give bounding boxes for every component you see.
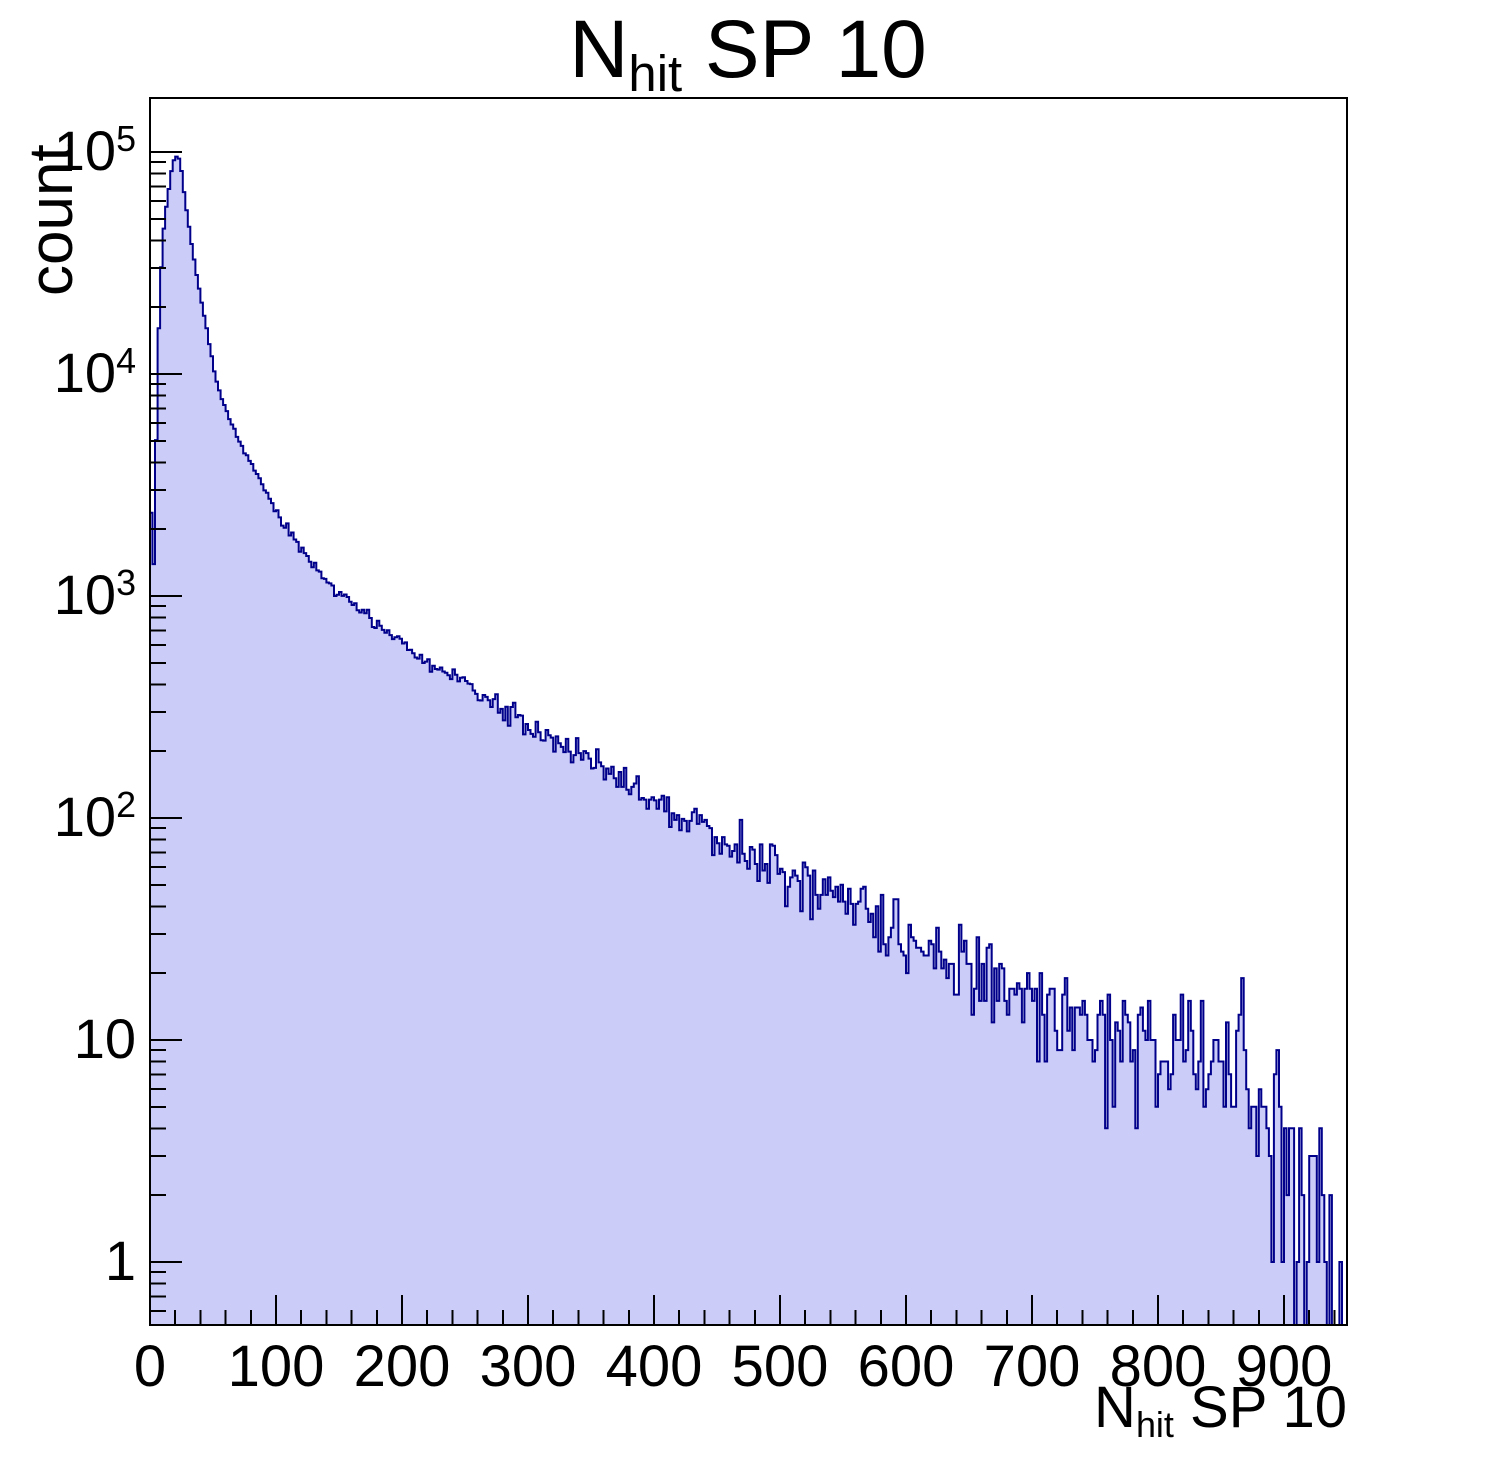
histogram-bars (149, 155, 1347, 1326)
x-tick-label: 900 (1235, 1334, 1333, 1399)
y-tick-label: 10 (73, 1006, 136, 1070)
x-axis-title-rest: SP 10 (1173, 1375, 1347, 1440)
x-tick-label: 500 (731, 1334, 829, 1399)
x-tick-label: 800 (1109, 1334, 1207, 1399)
y-tick-label: 102 (53, 784, 136, 848)
x-tick-label: 600 (857, 1334, 955, 1399)
chart-title-main: N (569, 4, 629, 95)
y-tick-label: 104 (53, 340, 136, 404)
x-tick-label: 300 (479, 1334, 577, 1399)
x-tick-label: 100 (227, 1334, 325, 1399)
x-tick-label: 700 (983, 1334, 1081, 1399)
x-tick-label: 200 (353, 1334, 451, 1399)
plot-frame (149, 97, 1348, 1326)
x-axis-title-subscript: hit (1135, 1404, 1174, 1446)
chart-title: Nhit SP 10 (0, 0, 1496, 110)
chart-title-subscript: hit (628, 45, 683, 103)
y-tick-label: 1 (104, 1228, 136, 1292)
y-tick-label: 105 (53, 118, 136, 182)
chart-title-rest: SP 10 (682, 4, 927, 95)
x-axis-title: Nhit SP 10 (1094, 1374, 1347, 1445)
x-axis-title-main: N (1094, 1375, 1136, 1440)
x-tick-label: 400 (605, 1334, 703, 1399)
x-tick-label: 0 (133, 1334, 167, 1399)
y-tick-label: 103 (53, 562, 136, 626)
